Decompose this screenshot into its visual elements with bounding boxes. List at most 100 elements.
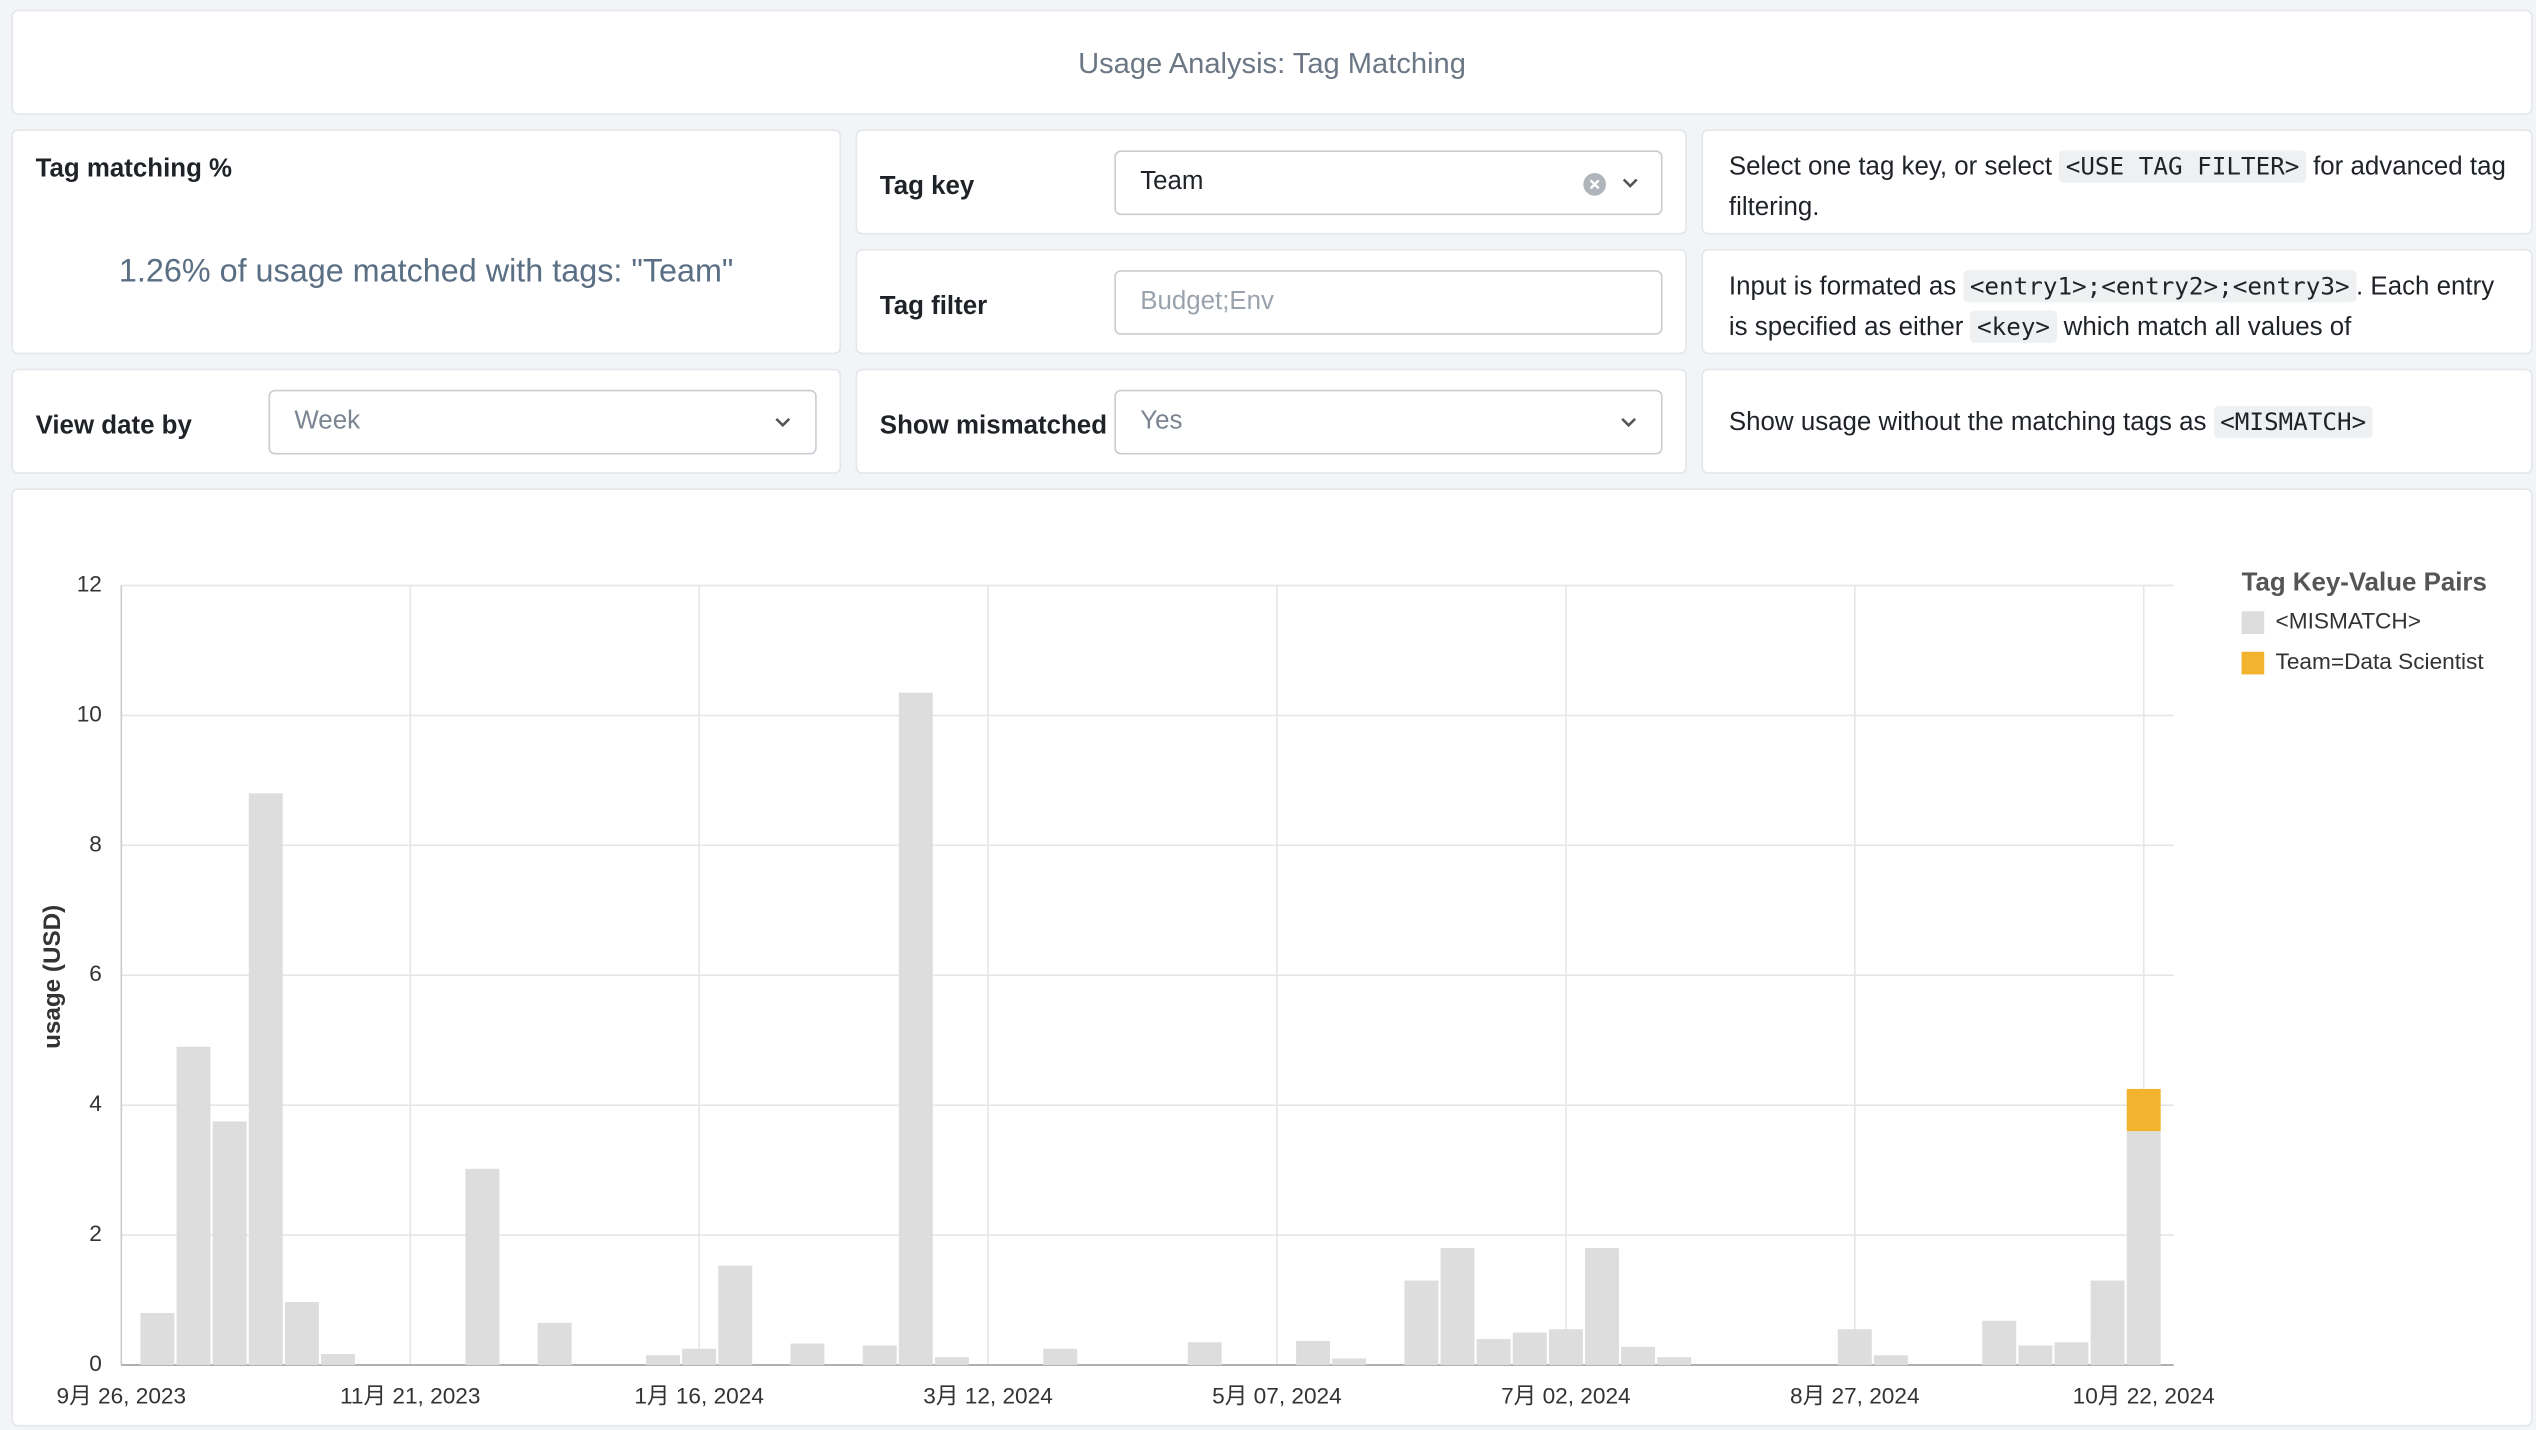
bar: [321, 1353, 355, 1366]
y-tick-label: 8: [89, 831, 102, 856]
view-date-card: View date by Week: [11, 368, 841, 474]
legend-swatch: [2241, 611, 2265, 634]
tag-key-card: Tag key Team: [855, 129, 1687, 235]
bar: [537, 1322, 572, 1366]
placeholder: Budget;Env: [1140, 287, 1275, 316]
select-value: Team: [1140, 168, 1204, 196]
bar: [2018, 1345, 2053, 1366]
bar: [1657, 1357, 1692, 1366]
label: Tag filter: [879, 292, 988, 321]
bar: [646, 1355, 680, 1366]
tag-filter-input[interactable]: Budget;Env: [1114, 270, 1663, 335]
legend-label: <MISMATCH>: [2276, 609, 2421, 634]
x-tick-label: 3月 12, 2024: [923, 1383, 1053, 1408]
header: Usage Analysis: Tag Matching: [11, 9, 2533, 115]
bar: [1043, 1348, 1078, 1366]
y-tick-label: 4: [89, 1091, 102, 1116]
bar: [1332, 1358, 1367, 1366]
bar: [248, 793, 283, 1366]
x-tick-label: 1月 16, 2024: [634, 1383, 764, 1408]
page-title: Usage Analysis: Tag Matching: [1078, 46, 1466, 80]
info-text: Show usage without the matching tags as …: [1729, 403, 2512, 452]
code-text: <USE TAG FILTER>: [2059, 150, 2306, 183]
code-text: <key>: [1970, 310, 2057, 343]
bar: [2090, 1280, 2125, 1366]
label: View date by: [35, 412, 192, 440]
y-axis-label: usage (USD): [39, 905, 66, 1049]
y-tick-label: 6: [89, 961, 102, 986]
bar: [465, 1168, 500, 1366]
legend-label: Team=Data Scientist: [2276, 649, 2485, 674]
bar: [1440, 1248, 1475, 1366]
bar: [2126, 1131, 2161, 1366]
text: which match all values of: [2056, 313, 2352, 342]
text: for advanced tag filtering.: [1728, 153, 2506, 222]
mismatch-select[interactable]: Yes: [1114, 389, 1663, 455]
code-text: <MISMATCH>: [2213, 405, 2373, 439]
legend-title: Tag Key-Value Pairs: [2242, 569, 2487, 597]
legend-swatch: [2241, 651, 2265, 675]
bar: [898, 692, 933, 1366]
x-tick-label: 8月 27, 2024: [1790, 1383, 1920, 1408]
bar: [1837, 1329, 1872, 1366]
mismatch-card: Show mismatched Yes: [855, 368, 1687, 474]
bar: [176, 1046, 211, 1366]
bar: [862, 1345, 897, 1366]
bar: [718, 1265, 753, 1366]
x-tick-label: 11月 21, 2023: [340, 1383, 480, 1408]
label: Show mismatched: [879, 412, 1108, 440]
text: Input is formated as: [1728, 273, 1964, 301]
bar: [1621, 1346, 1656, 1366]
bar: [284, 1301, 319, 1366]
text: Select one tag key, or select: [1728, 153, 2060, 182]
bar: [1982, 1320, 2017, 1366]
text: . Each entry is specified as either: [1728, 273, 2495, 342]
bar: [1585, 1248, 1619, 1366]
code-text: <entry1>;<entry2>;<entry3>: [1963, 270, 2357, 303]
chevron: [1621, 417, 1637, 428]
x-tick-label: 10月 22, 2024: [2073, 1383, 2215, 1408]
y-tick-label: 0: [89, 1351, 102, 1376]
summary-card: Tag matching % 1.26% of usage matched wi…: [11, 129, 841, 355]
y-tick-label: 12: [77, 571, 102, 596]
bar: [934, 1357, 969, 1366]
text: Show usage without the matching tags as: [1728, 409, 2214, 437]
info-text: Input is formated as <entry1>;<entry2>;<…: [1729, 267, 2512, 345]
bar: [790, 1343, 825, 1366]
tag-filter-card: Tag filter Budget;Env: [855, 249, 1687, 355]
bar: [1476, 1339, 1511, 1366]
info-card: Show usage without the matching tags as …: [1701, 368, 2533, 474]
summary-title: Tag matching %: [35, 155, 233, 183]
bar: [1187, 1342, 1222, 1366]
select-value: Yes: [1140, 407, 1183, 436]
chart: usage (USD) Tag Key-Value Pairs 0 2 4 6 8 10 1…: [39, 569, 2487, 1409]
x-tick-label: 7月 02, 2024: [1501, 1383, 1631, 1408]
bar: [1548, 1329, 1583, 1366]
chart-card: usage (USD) Tag Key-Value Pairs 0 2 4 6 8 10 1…: [11, 488, 2533, 1427]
bar: [2054, 1342, 2089, 1366]
info-card: Input is formated as <entry1>;<entry2>;<…: [1701, 249, 2533, 355]
select-icons: [1583, 173, 1638, 196]
x-tick-label: 5月 07, 2024: [1212, 1383, 1342, 1408]
tag-key-select[interactable]: Team: [1114, 150, 1663, 216]
y-tick-label: 10: [77, 701, 102, 726]
chevron: [775, 417, 791, 428]
bar: [682, 1348, 717, 1366]
bar: [2126, 1088, 2161, 1132]
label: Tag key: [879, 173, 975, 201]
x-tick-label: 9月 26, 2023: [57, 1383, 187, 1408]
view-date-select[interactable]: Week: [268, 389, 817, 455]
bar: [1296, 1340, 1331, 1366]
select-value: Week: [294, 407, 361, 436]
bar: [212, 1121, 247, 1366]
bar: [1404, 1280, 1439, 1366]
bar: [140, 1313, 175, 1366]
info-card: Select one tag key, or select <USE TAG F…: [1701, 129, 2533, 235]
bar: [1873, 1355, 1908, 1366]
bar: [1512, 1332, 1547, 1366]
summary-text: 1.26% of usage matched with tags: "Team": [118, 253, 734, 290]
info-text: Select one tag key, or select <USE TAG F…: [1729, 147, 2512, 225]
y-tick-label: 2: [89, 1221, 102, 1246]
